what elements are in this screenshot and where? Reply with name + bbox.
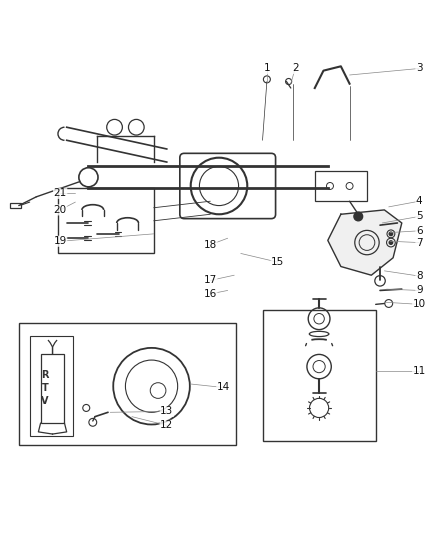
Text: R: R bbox=[41, 370, 49, 381]
Bar bbox=[30, 336, 73, 436]
Text: 20: 20 bbox=[53, 205, 67, 215]
Text: 6: 6 bbox=[416, 226, 423, 236]
Text: 18: 18 bbox=[204, 240, 217, 250]
Text: 1: 1 bbox=[264, 63, 270, 74]
Text: 10: 10 bbox=[413, 300, 426, 309]
Text: 15: 15 bbox=[271, 257, 284, 267]
Text: 13: 13 bbox=[160, 407, 173, 416]
Circle shape bbox=[389, 232, 392, 236]
Circle shape bbox=[389, 241, 392, 244]
Text: 17: 17 bbox=[204, 276, 217, 286]
Text: 3: 3 bbox=[416, 63, 423, 74]
Bar bbox=[41, 353, 64, 423]
Text: 5: 5 bbox=[416, 212, 423, 221]
Bar bbox=[10, 203, 21, 208]
Text: 9: 9 bbox=[416, 286, 423, 295]
Text: T: T bbox=[42, 383, 48, 393]
Bar bbox=[58, 188, 154, 254]
Text: 21: 21 bbox=[53, 188, 67, 198]
Bar bbox=[19, 323, 237, 445]
Text: 4: 4 bbox=[416, 196, 423, 206]
Text: 16: 16 bbox=[204, 289, 217, 299]
Text: 14: 14 bbox=[217, 383, 230, 392]
Text: 12: 12 bbox=[160, 421, 173, 430]
Text: 7: 7 bbox=[416, 238, 423, 247]
Text: 2: 2 bbox=[292, 63, 298, 74]
Text: 11: 11 bbox=[413, 366, 426, 376]
Text: 19: 19 bbox=[53, 236, 67, 246]
Text: 8: 8 bbox=[416, 271, 423, 281]
Text: V: V bbox=[41, 397, 49, 407]
Polygon shape bbox=[328, 210, 402, 275]
Bar bbox=[262, 310, 376, 441]
Bar bbox=[315, 171, 367, 201]
Circle shape bbox=[354, 212, 363, 221]
